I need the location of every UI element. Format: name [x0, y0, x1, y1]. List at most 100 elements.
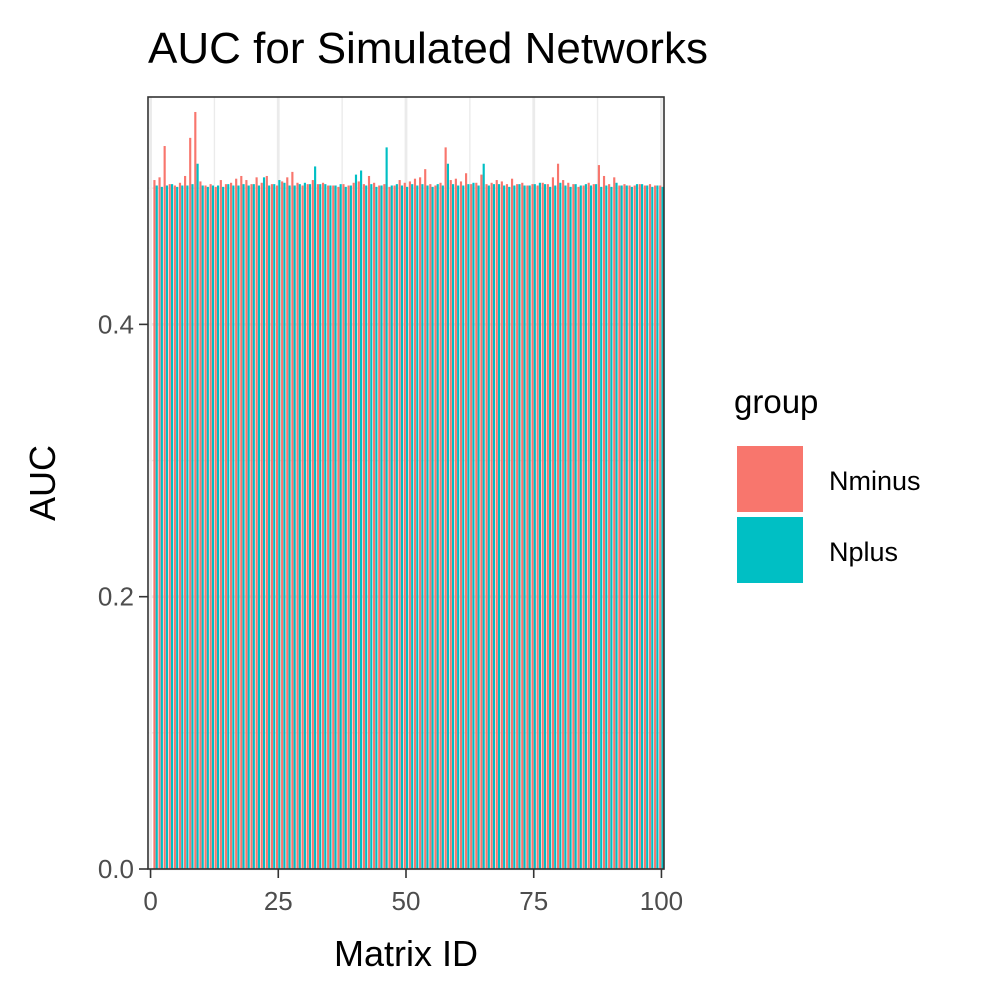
bar-nminus-71 [510, 178, 514, 869]
bar-nminus-82 [567, 182, 570, 869]
bar-nplus-59 [451, 184, 455, 869]
bar-nminus-13 [214, 186, 217, 870]
bar-nplus-83 [574, 184, 577, 869]
bar-nplus-60 [457, 185, 460, 869]
bar-nminus-91 [613, 177, 616, 869]
x-axis-ticks: 0 25 50 75 100 [143, 869, 683, 916]
legend-swatch-nminus [737, 446, 803, 512]
legend-label-nplus: Nplus [829, 537, 898, 567]
bar-nminus-86 [587, 182, 590, 869]
bar-nminus-46 [383, 184, 386, 869]
bar-nplus-64 [477, 185, 480, 869]
bar-nplus-80 [559, 182, 562, 869]
bar-nminus-56 [434, 185, 437, 869]
bar-nplus-31 [308, 184, 312, 869]
bar-nminus-65 [480, 174, 483, 870]
bar-nminus-12 [209, 184, 212, 869]
bar-nminus-38 [342, 184, 345, 869]
bar-nplus-5 [176, 186, 179, 870]
bar-nplus-23 [268, 185, 271, 869]
bar-nminus-5 [173, 185, 176, 869]
bar-nplus-30 [303, 182, 306, 869]
bar-nplus-39 [349, 185, 352, 869]
bar-nminus-33 [316, 184, 319, 869]
bar-nplus-9 [196, 163, 199, 870]
bar-nplus-73 [523, 185, 526, 869]
bar-nplus-97 [646, 185, 649, 869]
bars [153, 111, 664, 870]
bar-nplus-67 [492, 184, 495, 869]
bar-nminus-52 [413, 178, 417, 869]
bar-nplus-54 [426, 185, 429, 869]
bar-nminus-57 [439, 182, 442, 869]
legend-title: group [734, 383, 818, 420]
bar-nminus-17 [235, 178, 238, 869]
bar-nminus-30 [301, 185, 304, 869]
bar-nplus-1 [155, 185, 158, 869]
bar-nminus-48 [393, 185, 396, 869]
bar-nminus-21 [255, 177, 258, 869]
bar-nplus-25 [278, 180, 281, 870]
bar-nminus-49 [398, 180, 401, 870]
bar-nplus-69 [503, 185, 506, 869]
y-tick-label: 0.0 [98, 854, 134, 884]
bar-nplus-88 [600, 186, 603, 870]
bar-nplus-74 [528, 185, 531, 869]
bar-nplus-61 [462, 185, 465, 869]
bar-nminus-18 [240, 175, 243, 870]
bar-nminus-37 [337, 186, 340, 870]
bar-nminus-76 [536, 185, 539, 869]
bar-nplus-33 [319, 184, 322, 869]
bar-nminus-73 [521, 182, 524, 869]
bar-nminus-96 [638, 184, 641, 869]
bar-nminus-28 [291, 171, 294, 869]
bar-nplus-87 [595, 184, 598, 869]
bar-nminus-31 [306, 184, 309, 869]
bar-nplus-77 [543, 184, 547, 869]
bar-nminus-74 [526, 185, 529, 869]
bar-nplus-21 [257, 185, 260, 869]
bar-nplus-44 [375, 186, 378, 870]
bar-nminus-47 [388, 186, 391, 870]
bar-nminus-14 [219, 180, 222, 870]
bar-nplus-51 [411, 184, 414, 869]
bar-nminus-43 [367, 175, 371, 870]
bar-nminus-9 [194, 111, 197, 870]
bar-nplus-49 [400, 185, 404, 869]
bar-nminus-35 [327, 185, 330, 869]
bar-nplus-4 [170, 184, 174, 869]
bar-nplus-68 [497, 184, 501, 869]
bar-nminus-87 [592, 184, 595, 869]
bar-nminus-29 [296, 182, 299, 869]
bar-nplus-45 [380, 185, 383, 869]
bar-nminus-78 [546, 184, 549, 869]
bar-nplus-99 [656, 185, 659, 869]
bar-nplus-37 [339, 184, 342, 869]
bar-nplus-27 [288, 185, 291, 869]
bar-nminus-55 [429, 184, 432, 869]
bar-nplus-22 [262, 177, 266, 869]
bar-nminus-1 [153, 180, 156, 870]
legend-swatch-nplus [737, 517, 803, 583]
bar-nplus-95 [635, 184, 639, 869]
bar-nminus-92 [618, 185, 621, 869]
bar-nminus-8 [189, 137, 192, 870]
bar-nminus-7 [184, 175, 187, 870]
bar-nplus-89 [605, 185, 608, 869]
bar-nminus-84 [577, 186, 580, 870]
bar-nplus-62 [467, 184, 470, 869]
bar-nminus-94 [628, 185, 631, 869]
bar-nplus-65 [482, 163, 485, 870]
bar-nminus-64 [475, 182, 478, 869]
bar-nminus-22 [260, 182, 263, 869]
bar-nminus-42 [362, 184, 365, 869]
bar-nplus-15 [227, 184, 230, 869]
bar-nplus-24 [273, 184, 276, 869]
bar-nplus-3 [165, 185, 169, 869]
bar-nminus-27 [286, 177, 289, 869]
bar-nplus-82 [569, 186, 572, 870]
y-tick-label: 0.2 [98, 582, 134, 612]
bar-nminus-39 [347, 185, 350, 869]
bar-nplus-26 [283, 182, 286, 869]
